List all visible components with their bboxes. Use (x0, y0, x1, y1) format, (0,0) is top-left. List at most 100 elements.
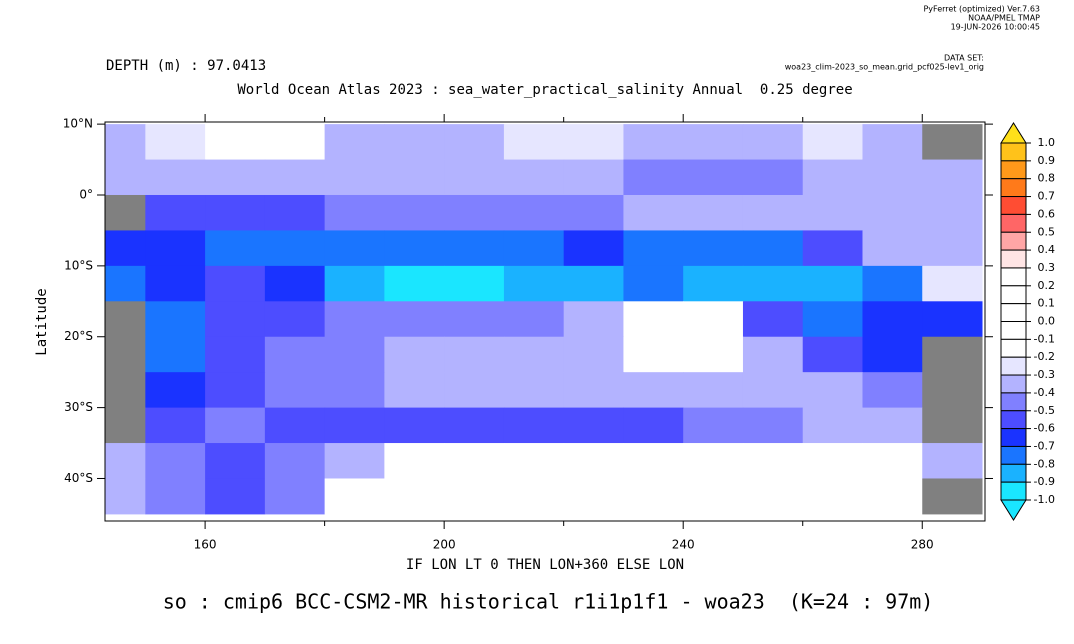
field-cell (444, 478, 505, 515)
field-cell (922, 194, 983, 231)
field-cell (563, 159, 624, 196)
colorbar-box (1000, 356, 1027, 376)
field-cell (862, 301, 923, 338)
field-cell (105, 124, 146, 161)
credit-line: PyFerret (optimized) Ver.7.63 (923, 5, 1040, 14)
field-cell (145, 407, 206, 444)
field-cell (503, 478, 565, 515)
field-cell (264, 301, 326, 338)
y-tick-label: 20°S (64, 329, 93, 343)
field-cell (264, 230, 326, 267)
field-cell (324, 194, 385, 231)
field-cell (862, 124, 923, 161)
field-cell (802, 194, 863, 231)
x-tick-label: 160 (194, 538, 217, 552)
field-cell (503, 194, 565, 231)
y-tick-label: 30°S (64, 400, 93, 414)
field-cell (324, 443, 385, 479)
x-axis-label: IF LON LT 0 THEN LON+360 ELSE LON (406, 557, 684, 573)
plot-frame (104, 121, 986, 522)
field-cell (742, 159, 804, 196)
field-cell (384, 407, 445, 444)
field-cell (742, 301, 804, 338)
field-cell (742, 265, 804, 302)
field-cell (503, 124, 565, 161)
colorbar-box (1000, 249, 1027, 269)
field-cell (623, 265, 684, 302)
field-cell (503, 372, 565, 409)
field-cell (145, 230, 206, 267)
field-cell (623, 372, 684, 409)
field-cell (384, 124, 445, 161)
land-cell (922, 478, 983, 515)
field-cell (444, 265, 505, 302)
field-cell (444, 336, 505, 373)
field-cell (324, 124, 385, 161)
colorbar-label: 0.7 (1038, 190, 1056, 203)
land-cell (922, 372, 983, 409)
field-cell (205, 336, 266, 373)
field-cell (683, 443, 744, 479)
field-cell (623, 478, 684, 515)
field-cell (503, 443, 565, 479)
colorbar-label: -0.8 (1034, 457, 1055, 470)
caption: so : cmip6 BCC-CSM2-MR historical r1i1p1… (163, 590, 934, 614)
field-cell (444, 194, 505, 231)
colorbar-label: -0.6 (1034, 422, 1055, 435)
field-cell (623, 124, 684, 161)
field-cell (205, 407, 266, 444)
field-cell (145, 336, 206, 373)
field-cell (503, 159, 565, 196)
field-cell (802, 230, 863, 267)
field-cell (623, 194, 684, 231)
field-cell (324, 301, 385, 338)
field-cell (145, 301, 206, 338)
field-cell (563, 336, 624, 373)
field-cell (563, 124, 624, 161)
field-cell (384, 230, 445, 267)
colorbar-box (1000, 178, 1027, 198)
field-cell (145, 124, 206, 161)
credit-line: NOAA/PMEL TMAP (968, 14, 1040, 23)
field-cell (324, 478, 385, 515)
field-cell (264, 336, 326, 373)
field-cell (264, 478, 326, 515)
field-cell (384, 194, 445, 231)
colorbar-box (1000, 196, 1027, 215)
field-cell (922, 443, 983, 479)
field-cell (563, 301, 624, 338)
colorbar-box (1000, 338, 1027, 358)
field-cell (862, 443, 923, 479)
field-cell (862, 265, 923, 302)
field-cell (264, 372, 326, 409)
x-tick-label: 240 (672, 538, 695, 552)
colorbar-label: -0.9 (1034, 475, 1055, 488)
field-cell (922, 230, 983, 267)
field-cell (563, 372, 624, 409)
field-cell (145, 194, 206, 231)
field-cell (205, 372, 266, 409)
colorbar-box (1000, 231, 1027, 251)
field-cell (205, 301, 266, 338)
field-cell (105, 159, 146, 196)
field-cell (862, 407, 923, 444)
field-cell (742, 336, 804, 373)
field-cell (623, 159, 684, 196)
dataset: woa23_clim-2023_so_mean.grid_pcf025-lev1… (785, 63, 984, 72)
x-tick-label: 200 (433, 538, 456, 552)
colorbar-label: 0.2 (1038, 279, 1056, 292)
colorbar-box (1000, 213, 1027, 233)
chart-title: World Ocean Atlas 2023 : sea_water_pract… (237, 82, 852, 98)
y-tick-label: 0° (79, 187, 93, 201)
colorbar-label: -0.1 (1034, 332, 1055, 345)
colorbar-label: 0.5 (1038, 225, 1056, 238)
colorbar-box (1000, 463, 1027, 483)
field-cell (563, 265, 624, 302)
colorbar-label: -0.5 (1034, 404, 1055, 417)
field-cell (563, 443, 624, 479)
field-cell (742, 230, 804, 267)
colorbar-box (1000, 303, 1027, 322)
field-cell (324, 159, 385, 196)
